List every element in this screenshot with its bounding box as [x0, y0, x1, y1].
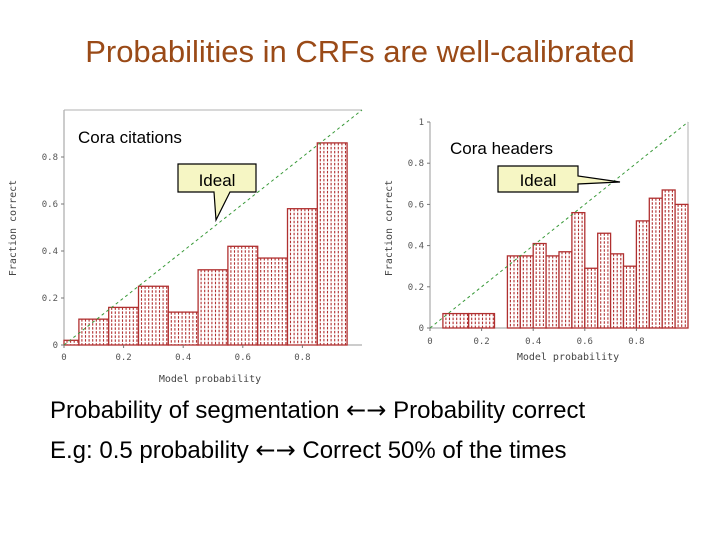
chart-title: Cora citations — [78, 128, 182, 147]
explanation-line-2: E.g: 0.5 probability ←→ Correct 50% of t… — [50, 436, 566, 465]
bar-15 — [661, 189, 676, 329]
y-tick-label-2: 0.2 — [42, 294, 58, 304]
x-tick-label-1: 0 — [427, 337, 432, 347]
bar-9 — [584, 267, 599, 329]
line1-right-text: Probability correct — [393, 397, 586, 424]
x-tick-label-3: 0.4 — [525, 337, 541, 347]
bar-6 — [197, 269, 229, 346]
ideal-line — [429, 121, 689, 329]
explanation-line-1: Probability of segmentation ←→ Probabili… — [50, 396, 585, 425]
chart-cora-citations: 0 0.2 0.4 0.6 0.8 0 0.2 0.4 0.6 0.8 Model probab… — [8, 109, 363, 385]
x-tick-label-3: 0.4 — [175, 353, 191, 363]
y-axis-label: Fraction correct — [384, 180, 395, 276]
x-tick-group: 0 0.2 0.4 0.6 0.8 — [427, 328, 645, 347]
bar-1 — [442, 312, 470, 329]
ideal-callout: Ideal — [177, 163, 257, 223]
bar-7 — [558, 251, 573, 329]
x-tick-label-5: 0.8 — [628, 337, 644, 347]
bar-4 — [519, 255, 534, 329]
bar-group — [63, 142, 348, 346]
bar-10 — [597, 232, 612, 329]
ideal-label: Ideal — [520, 171, 557, 190]
bidirectional-arrow-icon: ←→ — [255, 436, 296, 464]
bar-10 — [316, 142, 348, 346]
line2-left-text: E.g: 0.5 probability — [50, 437, 249, 464]
y-tick-label-4: 0.6 — [408, 200, 424, 210]
y-tick-group: 0 0.2 0.4 0.6 0.8 1 — [408, 118, 430, 334]
x-tick-label-2: 0.2 — [115, 353, 131, 363]
bar-group — [442, 189, 689, 329]
x-tick-group: 0 0.2 0.4 0.6 0.8 — [61, 345, 311, 363]
y-tick-label-2: 0.2 — [408, 283, 424, 293]
bar-6 — [545, 255, 560, 329]
bar-5 — [532, 242, 547, 329]
slide-title: Probabilities in CRFs are well-calibrate… — [85, 34, 635, 69]
x-tick-label-1: 0 — [61, 353, 66, 363]
x-tick-label-2: 0.2 — [473, 337, 489, 347]
bar-2 — [468, 312, 496, 329]
y-tick-label-5: 0.8 — [408, 159, 424, 169]
bar-11 — [609, 253, 625, 329]
bar-8 — [571, 211, 586, 329]
bar-5 — [167, 311, 199, 346]
line2-right-text: Correct 50% of the times — [302, 437, 567, 464]
bar-3 — [108, 306, 140, 346]
bar-16 — [674, 203, 689, 329]
line1-left-text: Probability of segmentation — [50, 397, 340, 424]
y-tick-label-5: 0.8 — [42, 153, 58, 163]
bidirectional-arrow-icon: ←→ — [346, 396, 387, 424]
chart-cora-headers: 0 0.2 0.4 0.6 0.8 1 0 0.2 0.4 0.6 0.8 Model proba… — [384, 118, 689, 363]
x-axis-label: Model probability — [517, 352, 619, 363]
x-tick-label-5: 0.8 — [294, 353, 310, 363]
y-tick-group: 0 0.2 0.4 0.6 0.8 — [42, 153, 64, 351]
y-tick-label-6: 1 — [419, 118, 424, 128]
y-axis-label: Fraction correct — [8, 180, 19, 276]
y-tick-label-3: 0.4 — [42, 247, 58, 257]
chart-title-box — [74, 122, 202, 150]
chart-title-box — [446, 136, 576, 160]
bar-9 — [286, 208, 318, 346]
bar-13 — [635, 220, 650, 329]
chart-title: Cora headers — [450, 139, 553, 158]
bar-14 — [648, 197, 663, 329]
x-tick-label-4: 0.6 — [235, 353, 251, 363]
y-tick-label-4: 0.6 — [42, 200, 58, 210]
bar-8 — [257, 257, 289, 346]
callout-bubble — [177, 163, 257, 223]
bar-7 — [227, 245, 259, 346]
bar-2 — [78, 318, 110, 346]
y-tick-label-3: 0.4 — [408, 242, 424, 252]
bar-1 — [63, 339, 80, 346]
ideal-callout: Ideal — [497, 165, 621, 193]
bar-4 — [137, 285, 169, 346]
bar-12 — [622, 265, 638, 329]
x-tick-label-4: 0.6 — [577, 337, 593, 347]
y-tick-label-1: 0 — [419, 324, 424, 334]
callout-bubble — [497, 165, 621, 193]
x-axis-label: Model probability — [159, 374, 261, 385]
ideal-label: Ideal — [199, 171, 236, 190]
y-tick-label-1: 0 — [53, 341, 58, 351]
bar-3 — [506, 255, 521, 329]
